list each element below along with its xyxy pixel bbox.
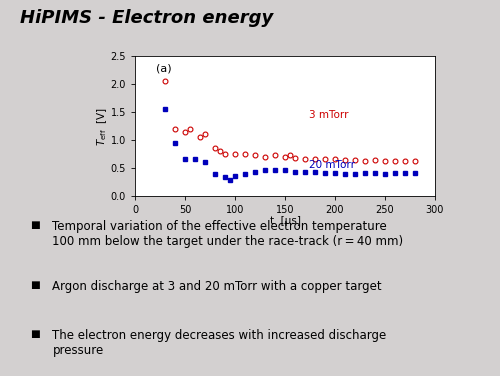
Text: Argon discharge at 3 and 20 mTorr with a copper target: Argon discharge at 3 and 20 mTorr with a… <box>52 280 382 293</box>
Y-axis label: $T_{\rm eff}$  [V]: $T_{\rm eff}$ [V] <box>96 106 109 146</box>
Text: Temporal variation of the effective electron temperature
100 mm below the target: Temporal variation of the effective elec… <box>52 220 404 248</box>
X-axis label: t  [μs]: t [μs] <box>270 216 300 226</box>
Text: (a): (a) <box>156 64 172 73</box>
Text: ■: ■ <box>30 280 40 290</box>
Text: ■: ■ <box>30 220 40 230</box>
Text: 3 mTorr: 3 mTorr <box>309 110 348 120</box>
Text: The electron energy decreases with increased discharge
pressure: The electron energy decreases with incre… <box>52 329 387 357</box>
Text: ■: ■ <box>30 329 40 339</box>
Text: HiPIMS - Electron energy: HiPIMS - Electron energy <box>20 9 273 27</box>
Text: 20 mTorr: 20 mTorr <box>309 160 355 170</box>
